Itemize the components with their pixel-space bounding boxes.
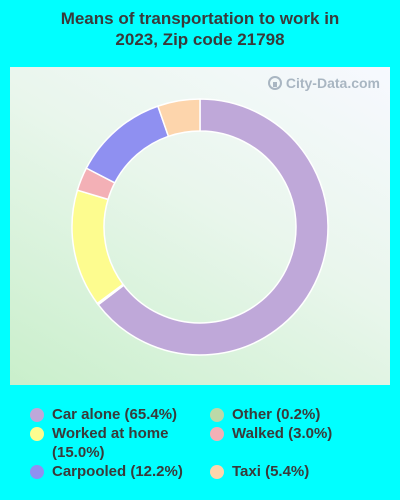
legend-label-worked-at-home: Worked at home (15.0%) bbox=[52, 425, 169, 461]
chart-title-line-2: 2023, Zip code 21798 bbox=[115, 30, 285, 49]
watermark: City-Data.com bbox=[267, 75, 380, 91]
legend-swatch-worked-at-home bbox=[30, 427, 44, 441]
legend-item-other: Other (0.2%) bbox=[210, 405, 382, 424]
city-data-logo-icon bbox=[267, 76, 282, 90]
legend-label-carpooled: Carpooled (12.2%) bbox=[52, 463, 183, 480]
legend-swatch-other bbox=[210, 408, 224, 422]
legend-item-taxi: Taxi (5.4%) bbox=[210, 462, 382, 481]
legend-swatch-car-alone bbox=[30, 408, 44, 422]
legend-item-worked-at-home: Worked at home (15.0%) bbox=[30, 424, 182, 462]
chart-title-line-1: Means of transportation to work in bbox=[60, 9, 340, 28]
legend-label-car-alone: Car alone (65.4%) bbox=[52, 406, 178, 423]
legend-item-walked: Walked (3.0%) bbox=[210, 424, 382, 443]
legend-swatch-carpooled bbox=[30, 465, 44, 479]
slice-carpooled bbox=[85, 105, 170, 184]
slice-car-alone bbox=[97, 98, 329, 356]
legend-swatch-taxi bbox=[210, 465, 224, 479]
chart-panel: City-Data.com bbox=[10, 67, 390, 385]
legend-label-other: Other (0.2%) bbox=[232, 406, 321, 423]
legend-label-taxi: Taxi (5.4%) bbox=[232, 463, 310, 480]
slice-worked-at-home bbox=[71, 189, 125, 305]
legend-swatch-walked bbox=[210, 427, 224, 441]
slice-taxi bbox=[156, 98, 201, 138]
donut-chart bbox=[71, 98, 329, 356]
watermark-text: City-Data.com bbox=[285, 75, 380, 91]
legend-label-walked: Walked (3.0%) bbox=[232, 425, 333, 442]
legend: Car alone (65.4%) Worked at home (15.0%)… bbox=[0, 400, 400, 500]
chart-title: Means of transportation to work in 2023,… bbox=[0, 8, 400, 50]
legend-item-car-alone: Car alone (65.4%) bbox=[30, 405, 202, 424]
legend-item-carpooled: Carpooled (12.2%) bbox=[30, 462, 202, 481]
